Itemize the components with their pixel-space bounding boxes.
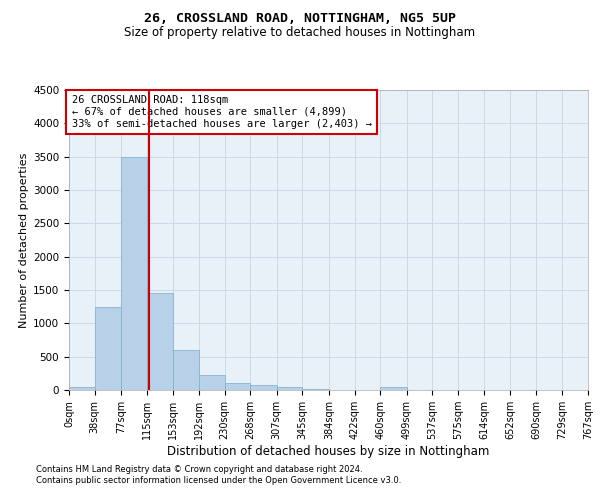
Text: 26 CROSSLAND ROAD: 118sqm
← 67% of detached houses are smaller (4,899)
33% of se: 26 CROSSLAND ROAD: 118sqm ← 67% of detac… — [72, 96, 372, 128]
Text: 26, CROSSLAND ROAD, NOTTINGHAM, NG5 5UP: 26, CROSSLAND ROAD, NOTTINGHAM, NG5 5UP — [144, 12, 456, 26]
Bar — [302, 389, 329, 390]
Text: Contains HM Land Registry data © Crown copyright and database right 2024.: Contains HM Land Registry data © Crown c… — [36, 465, 362, 474]
Y-axis label: Number of detached properties: Number of detached properties — [19, 152, 29, 328]
X-axis label: Distribution of detached houses by size in Nottingham: Distribution of detached houses by size … — [167, 445, 490, 458]
Text: Size of property relative to detached houses in Nottingham: Size of property relative to detached ho… — [124, 26, 476, 39]
Text: Contains public sector information licensed under the Open Government Licence v3: Contains public sector information licen… — [36, 476, 401, 485]
Bar — [250, 385, 277, 390]
Bar — [224, 382, 250, 390]
Bar — [147, 294, 173, 390]
Bar — [277, 388, 302, 390]
Bar — [199, 375, 224, 390]
Bar — [380, 386, 407, 390]
Bar — [95, 306, 121, 390]
Bar — [121, 156, 147, 390]
Bar — [173, 350, 199, 390]
Bar — [69, 386, 95, 390]
